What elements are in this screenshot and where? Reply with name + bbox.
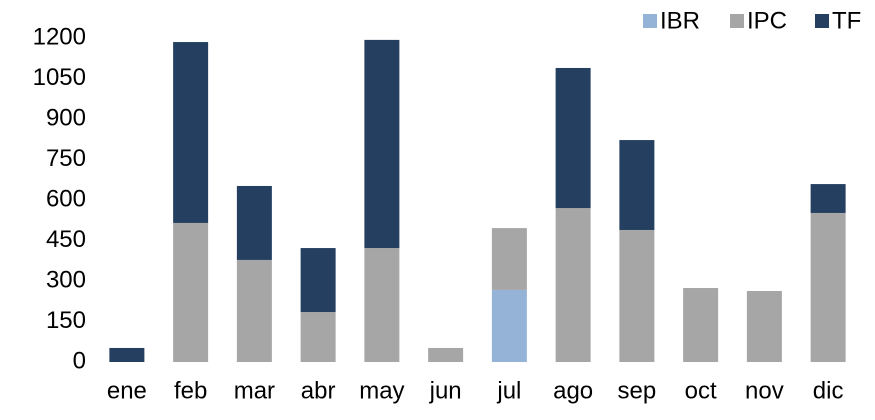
bar-segment [491,228,527,290]
bar-segment [683,288,719,362]
legend-label: TF [832,7,861,34]
bar-segment [236,185,272,260]
bar-segment [300,312,336,362]
x-tick-label: jun [429,377,462,404]
bar-segment [236,259,272,362]
x-tick-label: may [359,377,404,404]
y-tick-label: 600 [46,185,86,212]
x-tick-label: sep [618,377,657,404]
bar-segment [555,208,591,362]
x-tick-label: abr [301,377,336,404]
legend-label: IBR [660,7,700,34]
bar-segment [364,39,400,249]
bar-segment [810,184,846,213]
x-tick-label: ago [553,377,593,404]
bar-segment [173,42,209,223]
bar-segment [619,140,655,230]
x-tick-label: mar [234,377,275,404]
legend-swatch [643,14,657,28]
y-tick-label: 150 [46,307,86,334]
y-tick-label: 900 [46,104,86,131]
legend-swatch [815,14,829,28]
y-tick-label: 450 [46,226,86,253]
bar-segment [173,222,209,362]
bar-segment [810,212,846,362]
bar-segment [428,347,464,362]
x-tick-label: dic [813,377,844,404]
legend-swatch [730,14,744,28]
y-tick-label: 1050 [33,64,86,91]
y-tick-label: 0 [73,347,86,374]
bar-segment [300,248,336,313]
y-tick-label: 750 [46,145,86,172]
x-tick-label: jul [496,377,521,404]
y-tick-label: 300 [46,266,86,293]
bar-segment [364,248,400,362]
x-tick-label: nov [745,377,784,404]
bar-segment [491,289,527,362]
bar-segment [555,67,591,209]
bar-segment [109,347,145,362]
bar-segment [746,290,782,362]
x-tick-label: ene [107,377,147,404]
legend-label: IPC [747,7,787,34]
x-tick-label: feb [174,377,207,404]
x-tick-label: oct [685,377,717,404]
bar-segment [619,229,655,362]
y-tick-label: 1200 [33,23,86,50]
